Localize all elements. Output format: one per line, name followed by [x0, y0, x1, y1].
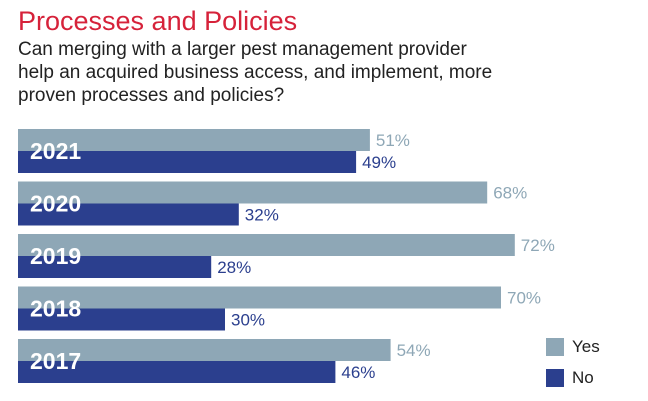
- value-label-yes-2018: 70%: [507, 289, 541, 308]
- value-label-yes-2017: 54%: [397, 341, 431, 360]
- category-label-2018: 2018: [30, 296, 81, 322]
- chart-title: Processes and Policies: [18, 6, 298, 36]
- subtitle-line-1: Can merging with a larger pest managemen…: [18, 39, 467, 60]
- value-label-yes-2019: 72%: [521, 236, 555, 255]
- value-label-no-2020: 32%: [245, 206, 279, 225]
- bar-yes-2018: [18, 286, 501, 309]
- bar-no-2019: [18, 256, 212, 278]
- legend-item-no: No: [546, 367, 600, 389]
- category-label-2021: 2021: [30, 138, 81, 164]
- value-label-yes-2020: 68%: [493, 184, 527, 203]
- value-label-yes-2021: 51%: [376, 131, 410, 150]
- legend-swatch-no: [546, 369, 564, 387]
- bar-yes-2020: [18, 181, 488, 204]
- bar-no-2018: [18, 308, 225, 331]
- legend-label-yes: Yes: [572, 337, 600, 356]
- bar-yes-2019: [18, 234, 515, 256]
- value-label-no-2021: 49%: [362, 153, 396, 172]
- chart-subtitle: Can merging with a larger pest managemen…: [18, 38, 578, 107]
- category-label-2019: 2019: [30, 243, 81, 269]
- category-label-2020: 2020: [30, 191, 81, 217]
- bar-no-2020: [18, 203, 239, 226]
- legend-label-no: No: [572, 368, 594, 387]
- category-label-2017: 2017: [30, 348, 81, 374]
- value-label-no-2017: 46%: [341, 363, 375, 382]
- legend-swatch-yes: [546, 338, 564, 356]
- subtitle-line-2: help an acquired business access, and im…: [18, 62, 493, 83]
- legend: Yes No: [546, 336, 600, 398]
- bar-yes-2017: [18, 339, 391, 361]
- value-label-no-2019: 28%: [217, 258, 251, 277]
- value-label-no-2018: 30%: [231, 311, 265, 330]
- legend-item-yes: Yes: [546, 336, 600, 358]
- bar-no-2021: [18, 151, 357, 173]
- subtitle-line-3: proven processes and policies?: [18, 85, 285, 106]
- bar-yes-2021: [18, 129, 370, 151]
- bar-no-2017: [18, 361, 336, 383]
